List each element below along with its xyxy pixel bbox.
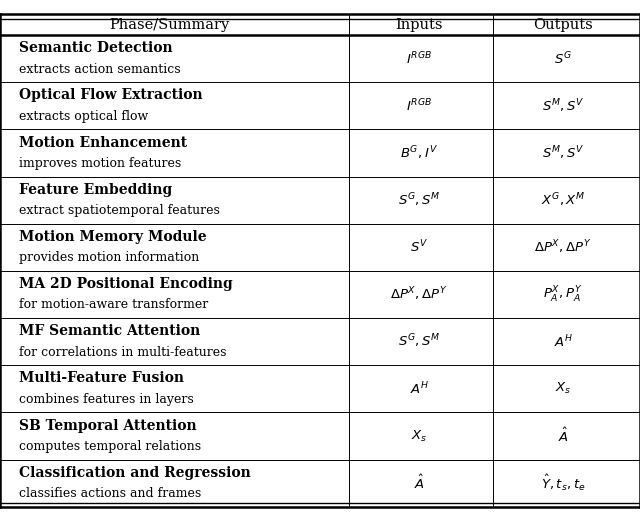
Text: Multi-Feature Fusion: Multi-Feature Fusion bbox=[19, 372, 184, 385]
Text: $\Delta P^{X}, \Delta P^{Y}$: $\Delta P^{X}, \Delta P^{Y}$ bbox=[390, 286, 448, 303]
Text: extracts optical flow: extracts optical flow bbox=[19, 110, 148, 123]
Text: extracts action semantics: extracts action semantics bbox=[19, 62, 181, 75]
Text: $I^{RGB}$: $I^{RGB}$ bbox=[406, 98, 432, 114]
Text: $\Delta P^{X}, \Delta P^{Y}$: $\Delta P^{X}, \Delta P^{Y}$ bbox=[534, 238, 592, 256]
Text: Semantic Detection: Semantic Detection bbox=[19, 41, 173, 55]
Text: $S^{G}$: $S^{G}$ bbox=[554, 51, 572, 67]
Text: provides motion information: provides motion information bbox=[19, 251, 200, 264]
Text: $\hat{A}$: $\hat{A}$ bbox=[414, 474, 424, 492]
Text: $S^{V}$: $S^{V}$ bbox=[410, 239, 428, 255]
Text: improves motion features: improves motion features bbox=[19, 157, 182, 170]
Text: $X_{s}$: $X_{s}$ bbox=[411, 428, 428, 444]
Text: Outputs: Outputs bbox=[533, 18, 593, 32]
Text: $P_{A}^{X}, P_{A}^{Y}$: $P_{A}^{X}, P_{A}^{Y}$ bbox=[543, 284, 583, 304]
Text: $\hat{A}$: $\hat{A}$ bbox=[558, 427, 568, 445]
Text: $I^{RGB}$: $I^{RGB}$ bbox=[406, 51, 432, 67]
Text: Motion Enhancement: Motion Enhancement bbox=[19, 136, 188, 150]
Text: $A^{H}$: $A^{H}$ bbox=[410, 380, 429, 397]
Text: $\hat{Y}, t_{s}, t_{e}$: $\hat{Y}, t_{s}, t_{e}$ bbox=[541, 473, 586, 493]
Text: $X_{s}$: $X_{s}$ bbox=[555, 381, 572, 396]
Text: Classification and Regression: Classification and Regression bbox=[19, 466, 251, 480]
Text: extract spatiotemporal features: extract spatiotemporal features bbox=[19, 204, 220, 217]
Text: MA 2D Positional Encoding: MA 2D Positional Encoding bbox=[19, 277, 233, 291]
Text: Feature Embedding: Feature Embedding bbox=[19, 183, 172, 197]
Text: $S^{G}, S^{M}$: $S^{G}, S^{M}$ bbox=[398, 191, 440, 209]
Text: classifies actions and frames: classifies actions and frames bbox=[19, 487, 202, 500]
Text: $X^{G}, X^{M}$: $X^{G}, X^{M}$ bbox=[541, 191, 586, 209]
Text: $S^{M}, S^{V}$: $S^{M}, S^{V}$ bbox=[542, 97, 584, 115]
Text: combines features in layers: combines features in layers bbox=[19, 393, 194, 406]
Text: Inputs: Inputs bbox=[396, 18, 443, 32]
Text: $B^{G}, I^{V}$: $B^{G}, I^{V}$ bbox=[400, 144, 438, 162]
Text: for motion-aware transformer: for motion-aware transformer bbox=[19, 298, 209, 311]
Text: $S^{M}, S^{V}$: $S^{M}, S^{V}$ bbox=[542, 144, 584, 162]
Text: computes temporal relations: computes temporal relations bbox=[19, 440, 202, 453]
Text: SB Temporal Attention: SB Temporal Attention bbox=[19, 418, 197, 432]
Text: $S^{G}, S^{M}$: $S^{G}, S^{M}$ bbox=[398, 333, 440, 350]
Text: Optical Flow Extraction: Optical Flow Extraction bbox=[19, 88, 203, 103]
Text: MF Semantic Attention: MF Semantic Attention bbox=[19, 324, 200, 338]
Text: $A^{H}$: $A^{H}$ bbox=[554, 333, 573, 350]
Text: for correlations in multi-features: for correlations in multi-features bbox=[19, 346, 227, 359]
Text: Phase/Summary: Phase/Summary bbox=[109, 18, 230, 32]
Text: Motion Memory Module: Motion Memory Module bbox=[19, 230, 207, 244]
